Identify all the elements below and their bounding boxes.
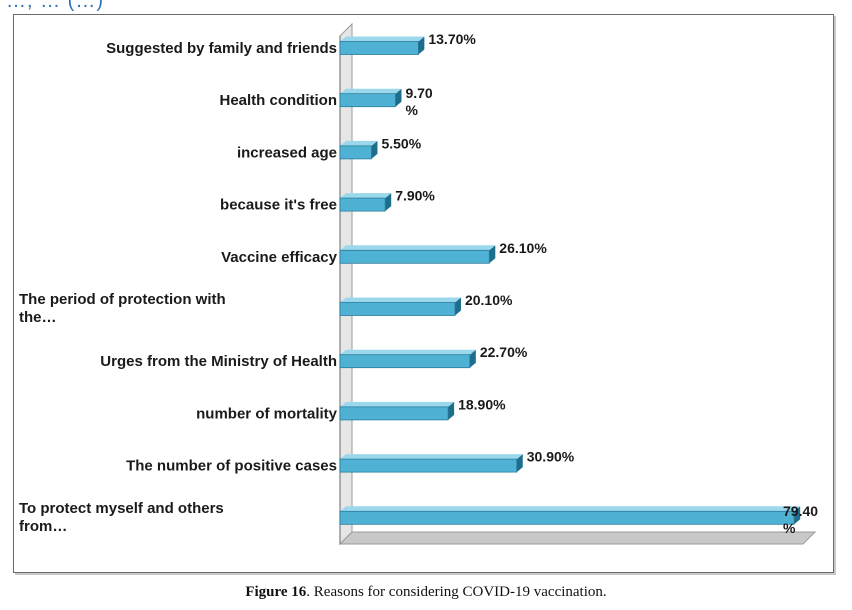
value-label: % [783, 520, 796, 536]
figure-caption-label: Figure 16 [245, 584, 307, 600]
value-label: 26.10% [499, 240, 547, 256]
bar-side [454, 297, 461, 316]
value-label: 9.70 [405, 85, 432, 101]
bar-top [340, 193, 392, 199]
category-label: Vaccine efficacy [221, 249, 338, 266]
bar [339, 354, 471, 369]
bar [339, 302, 456, 316]
bar-side [371, 140, 378, 159]
value-label: 13.70% [428, 31, 476, 47]
category-label: from… [19, 518, 67, 535]
figure-caption: Figure 16. Reasons for considering COVID… [0, 584, 852, 601]
bar-top [340, 140, 378, 146]
value-label: 30.90% [527, 449, 575, 465]
bar-top [340, 401, 455, 407]
category-label: To protect myself and others [19, 500, 224, 517]
bar-top [340, 297, 461, 303]
category-label: because it's free [220, 197, 337, 214]
bar-side [794, 506, 801, 525]
bar-top [340, 88, 402, 94]
bar [339, 510, 795, 525]
bar-top [340, 36, 425, 42]
bar [339, 458, 518, 473]
bar-side [448, 401, 455, 420]
category-label: The period of protection with [19, 291, 226, 308]
value-label: 18.90% [458, 396, 506, 412]
cropped-heading-text: …, … (…) [6, 0, 104, 12]
bar-side [395, 88, 402, 107]
bar-side [489, 245, 496, 264]
category-label: The number of positive cases [126, 458, 337, 475]
value-label: 22.70% [480, 344, 528, 360]
figure-caption-text: . Reasons for considering COVID-19 vacci… [306, 584, 607, 600]
bar-top [340, 454, 523, 460]
value-label: 5.50% [381, 135, 421, 151]
category-label: Health condition [220, 92, 338, 109]
category-label: Urges from the Ministry of Health [100, 353, 337, 370]
bar [339, 406, 449, 421]
bar-side [418, 36, 425, 55]
bar [339, 93, 396, 108]
bar [339, 197, 386, 212]
bar-top [340, 506, 801, 512]
category-label: the… [19, 309, 57, 326]
cropped-heading-fragment: …, … (…) [0, 0, 852, 14]
bar-side [469, 349, 476, 368]
bar-side [516, 454, 523, 473]
bar-top [340, 245, 496, 251]
bar [339, 145, 372, 160]
value-label: 79.40 [783, 503, 818, 519]
value-label: % [405, 102, 418, 118]
bar-side [385, 193, 392, 212]
chart-frame [13, 14, 834, 573]
bar-chart: Suggested by family and friends 13.70% Hea… [19, 22, 818, 546]
value-label: 7.90% [395, 188, 435, 204]
category-label: increased age [237, 144, 337, 161]
value-label: 20.10% [465, 292, 513, 308]
category-label: number of mortality [196, 405, 338, 422]
bar [339, 249, 490, 264]
bar-top [340, 349, 476, 355]
chart-floor [338, 531, 817, 545]
category-label: Suggested by family and friends [106, 40, 337, 57]
bar [339, 41, 419, 55]
